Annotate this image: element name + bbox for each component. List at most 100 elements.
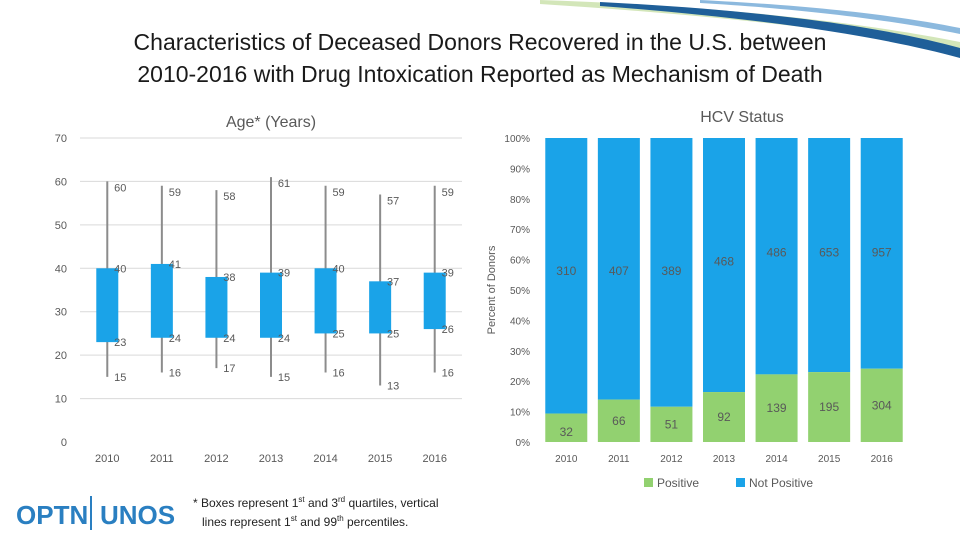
age-p1-label: 15 [114, 372, 126, 384]
hcv-y-tick-label: 20% [510, 377, 530, 388]
age-y-tick-label: 0 [61, 437, 67, 449]
age-q3-label: 39 [442, 268, 454, 280]
hcv-positive-label: 51 [665, 417, 679, 431]
age-q3-label: 39 [278, 268, 290, 280]
footnote-line2: lines represent 1st and 99th percentiles… [202, 514, 409, 529]
age-q1-label: 23 [114, 337, 126, 349]
age-box [205, 276, 228, 338]
hcv-chart-title: HCV Status [700, 109, 784, 126]
age-p99-label: 59 [442, 187, 454, 199]
age-box [96, 268, 119, 343]
age-p1-label: 16 [169, 368, 181, 380]
age-box [260, 272, 282, 338]
hcv-bar-positive [650, 406, 693, 442]
hcv-y-tick-label: 60% [510, 256, 530, 267]
hcv-bar-not-positive [545, 138, 588, 414]
hcv-not-positive-label: 310 [556, 264, 576, 278]
logo-unos: UNOS [100, 500, 176, 530]
age-x-tick-label: 2015 [368, 453, 392, 465]
age-q1-label: 26 [442, 324, 454, 336]
hcv-not-positive-label: 653 [819, 246, 839, 260]
age-p1-label: 16 [442, 368, 454, 380]
hcv-not-positive-label: 486 [767, 246, 787, 260]
hcv-positive-label: 139 [767, 401, 787, 415]
age-y-tick-label: 60 [55, 176, 67, 188]
age-q1-label: 25 [332, 328, 344, 340]
hcv-not-positive-label: 407 [609, 264, 629, 278]
swoosh-light [540, 0, 960, 50]
slide-title: Characteristics of Deceased Donors Recov… [60, 26, 900, 90]
age-y-tick-label: 30 [55, 307, 67, 319]
slide-title-line2: 2010-2016 with Drug Intoxication Reporte… [137, 61, 823, 87]
hcv-positive-label: 32 [560, 425, 574, 439]
age-x-tick-label: 2013 [259, 453, 283, 465]
hcv-x-tick-label: 2014 [765, 454, 788, 465]
age-chart-title: Age* (Years) [226, 114, 316, 131]
age-box [369, 281, 392, 334]
age-p99-label: 61 [278, 178, 290, 190]
logo-divider [90, 496, 92, 530]
age-p99-label: 59 [169, 187, 181, 199]
optn-unos-logo: OPTN UNOS [14, 496, 175, 532]
age-p1-label: 16 [332, 368, 344, 380]
age-y-tick-label: 10 [55, 394, 67, 406]
age-q1-label: 24 [223, 333, 235, 345]
hcv-y-tick-label: 40% [510, 316, 530, 327]
hcv-y-tick-label: 50% [510, 286, 530, 297]
hcv-bar-not-positive [650, 138, 693, 407]
hcv-y-tick-label: 80% [510, 195, 530, 206]
age-y-tick-label: 40 [55, 263, 67, 275]
hcv-x-tick-label: 2011 [608, 454, 630, 465]
hcv-positive-label: 304 [872, 398, 892, 412]
hcv-x-tick-label: 2010 [555, 454, 578, 465]
age-p99-label: 58 [223, 191, 235, 203]
age-q3-label: 40 [114, 263, 126, 275]
age-q1-label: 24 [278, 333, 290, 345]
age-p1-label: 13 [387, 381, 399, 393]
age-p99-label: 59 [332, 187, 344, 199]
age-box [314, 268, 337, 334]
hcv-y-tick-label: 0% [516, 438, 531, 449]
age-p1-label: 15 [278, 372, 290, 384]
hcv-status-chart: HCV Status 0% 10% 20% 30% 40% 50% 60% 70% 80% 90% 1… [486, 109, 903, 490]
hcv-y-tick-label: 90% [510, 164, 530, 175]
age-x-tick-label: 2010 [95, 453, 119, 465]
hcv-legend-label: Not Positive [749, 476, 813, 490]
age-p99-label: 60 [114, 182, 126, 194]
hcv-bar-positive [860, 368, 903, 442]
hcv-positive-label: 66 [612, 414, 626, 428]
hcv-legend-label: Positive [657, 476, 699, 490]
age-x-tick-label: 2014 [313, 453, 337, 465]
age-p1-label: 17 [223, 363, 235, 375]
hcv-bar-positive [755, 374, 798, 442]
footnote-line1: * Boxes represent 1st and 3rd quartiles,… [193, 495, 439, 510]
hcv-y-tick-label: 30% [510, 347, 530, 358]
hcv-positive-label: 92 [717, 410, 731, 424]
hcv-bar-not-positive [703, 138, 745, 393]
footnote: * Boxes represent 1st and 3rd quartiles,… [193, 492, 439, 530]
age-q1-label: 25 [387, 328, 399, 340]
hcv-bar-not-positive [755, 138, 798, 375]
age-y-tick-label: 50 [55, 220, 67, 232]
age-q3-label: 41 [169, 259, 181, 271]
hcv-y-tick-label: 70% [510, 225, 530, 236]
swoosh-dark [600, 2, 960, 58]
age-q3-label: 38 [223, 272, 235, 284]
hcv-bar-not-positive [808, 138, 851, 373]
hcv-positive-label: 195 [819, 400, 839, 414]
hcv-x-tick-label: 2016 [871, 454, 894, 465]
age-x-tick-label: 2012 [204, 453, 228, 465]
age-q1-label: 24 [169, 333, 181, 345]
hcv-bar-not-positive [860, 138, 903, 369]
age-q3-label: 40 [332, 263, 344, 275]
age-box [150, 263, 173, 338]
hcv-legend-swatch [644, 478, 653, 487]
hcv-bar-positive [545, 413, 588, 442]
hcv-x-tick-label: 2012 [660, 454, 683, 465]
age-y-tick-label: 20 [55, 350, 67, 362]
hcv-x-tick-label: 2013 [713, 454, 736, 465]
age-y-tick-label: 70 [55, 133, 67, 145]
age-x-tick-label: 2011 [150, 453, 174, 465]
hcv-y-tick-label: 100% [504, 134, 530, 145]
hcv-not-positive-label: 957 [872, 246, 892, 260]
